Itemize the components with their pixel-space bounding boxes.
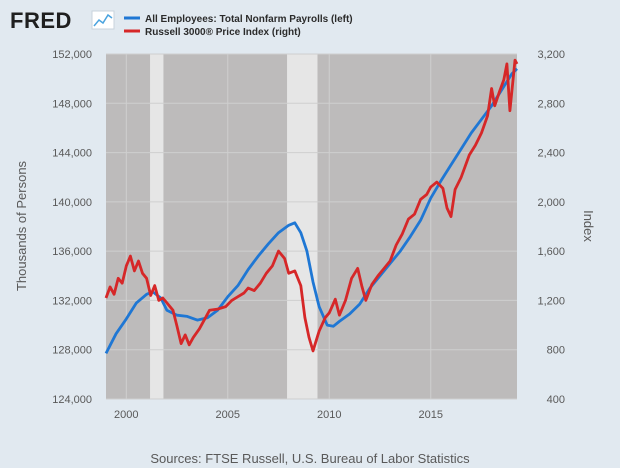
fred-logo-text: FRED <box>10 8 72 33</box>
x-tick-label: 2015 <box>418 409 442 421</box>
right-tick-label: 3,200 <box>537 49 565 61</box>
recession-band-1 <box>287 54 318 399</box>
legend: All Employees: Total Nonfarm Payrolls (l… <box>124 14 353 38</box>
series-line-payrolls <box>104 67 518 355</box>
right-axis-title: Index <box>581 210 596 242</box>
left-tick-label: 140,000 <box>52 197 92 209</box>
x-tick-label: 2010 <box>317 409 341 421</box>
legend-label-russell: Russell 3000® Price Index (right) <box>145 27 301 38</box>
left-tick-label: 148,000 <box>52 98 92 110</box>
right-axis-ticks: 400 800 1,200 1,600 2,000 2,400 2,800 3,200 <box>537 49 565 406</box>
left-axis-ticks: 124,000 128,000 132,000 136,000 140,000 144,0… <box>52 49 92 406</box>
left-tick-label: 152,000 <box>52 49 92 61</box>
left-tick-label: 124,000 <box>52 394 92 406</box>
fred-logo-graph-icon <box>91 10 115 30</box>
right-tick-label: 400 <box>547 394 565 406</box>
left-axis-title: Thousands of Persons <box>14 160 29 291</box>
sources-footer: Sources: FTSE Russell, U.S. Bureau of La… <box>150 451 470 466</box>
left-tick-label: 136,000 <box>52 246 92 258</box>
recession-band-0 <box>150 54 164 399</box>
legend-label-payrolls: All Employees: Total Nonfarm Payrolls (l… <box>145 14 353 25</box>
x-tick-label: 2000 <box>114 409 138 421</box>
right-tick-label: 2,400 <box>537 148 565 160</box>
right-tick-label: 1,600 <box>537 246 565 258</box>
series-lines <box>104 58 519 355</box>
left-tick-label: 132,000 <box>52 295 92 307</box>
right-tick-label: 2,000 <box>537 197 565 209</box>
series-line-russell3000 <box>104 58 519 353</box>
x-tick-label: 2005 <box>216 409 240 421</box>
x-axis-ticks: 2000 2005 2010 2015 <box>114 409 443 421</box>
recession-shading <box>150 54 318 399</box>
right-tick-label: 800 <box>547 345 565 357</box>
left-tick-label: 128,000 <box>52 345 92 357</box>
left-tick-label: 144,000 <box>52 148 92 160</box>
right-tick-label: 2,800 <box>537 98 565 110</box>
right-tick-label: 1,200 <box>537 295 565 307</box>
fred-logo[interactable]: FRED <box>10 8 115 33</box>
